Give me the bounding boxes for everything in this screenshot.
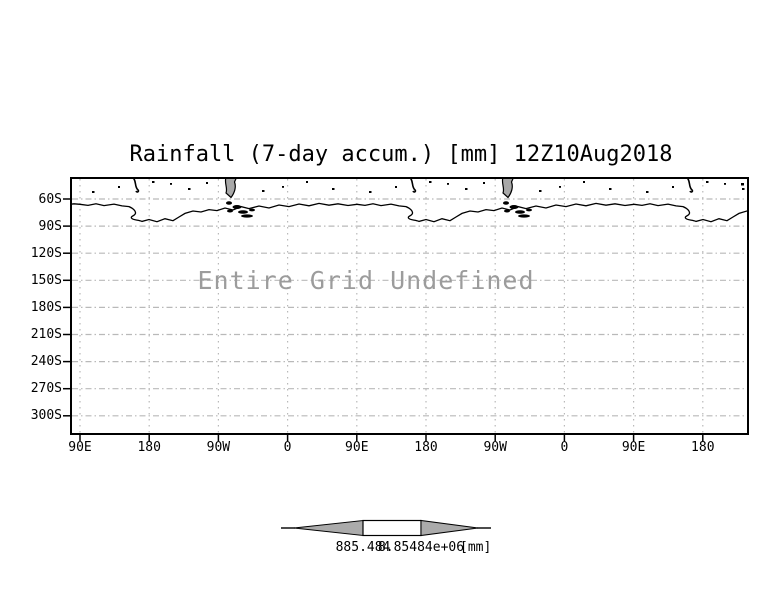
colorbar-max-label: 8.85484e+06 <box>377 540 465 555</box>
page-title: Rainfall (7-day accum.) [mm] 12Z10Aug201… <box>129 142 673 167</box>
undefined-message: Entire Grid Undefined <box>197 266 535 295</box>
y-tick-label: 150S <box>30 272 62 288</box>
y-tick-label: 240S <box>30 354 62 370</box>
colorbar-left-arrow <box>293 519 364 537</box>
y-tick-label: 180S <box>30 299 62 315</box>
plot-frame <box>70 177 749 435</box>
y-tick-label: 270S <box>30 381 62 397</box>
x-tick-label: 90E <box>345 440 369 455</box>
x-tick-label: 90W <box>206 440 231 455</box>
colorbar <box>281 519 491 537</box>
x-tick-label: 180 <box>414 440 438 455</box>
x-tick-label: 180 <box>137 440 161 455</box>
colorbar-cell <box>362 519 422 537</box>
grid <box>72 179 747 433</box>
colorbar-right-arrow <box>420 519 479 537</box>
y-tick-label: 210S <box>30 327 62 342</box>
y-tick-label: 60S <box>38 191 62 207</box>
y-tick-label: 300S <box>30 408 62 424</box>
x-tick-label: 0 <box>283 440 292 455</box>
coastline-layer <box>72 179 747 223</box>
x-tick-label: 90W <box>483 440 507 455</box>
colorbar-min-label: 885.484 <box>335 540 391 555</box>
axis-ticks <box>63 198 704 441</box>
x-tick-label: 90E <box>68 440 92 455</box>
y-tick-label: 90S <box>38 218 62 234</box>
colorbar-units-label: [mm] <box>460 540 492 555</box>
x-tick-label: 0 <box>560 440 569 455</box>
x-tick-label: 90E <box>621 440 646 455</box>
x-tick-label: 180 <box>691 440 715 455</box>
y-tick-label: 120S <box>30 245 62 261</box>
